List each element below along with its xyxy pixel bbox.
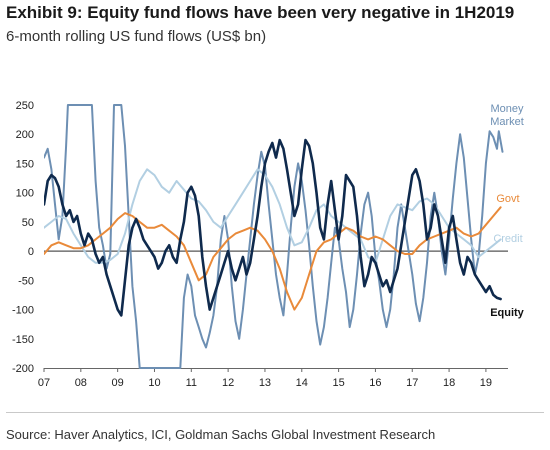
- x-tick-label: 18: [443, 377, 455, 389]
- x-tick-label: 10: [148, 377, 160, 389]
- series-label-line: Govt: [496, 193, 519, 205]
- series-label-govt: Govt: [496, 193, 519, 205]
- x-tick-label: 07: [38, 377, 50, 389]
- x-tick-label: 16: [369, 377, 381, 389]
- y-tick-label: 200: [16, 129, 34, 141]
- series-label-credit: Credit: [493, 233, 522, 245]
- x-tick-label: 08: [75, 377, 87, 389]
- x-tick-label: 17: [406, 377, 418, 389]
- x-tick-label: 13: [259, 377, 271, 389]
- series-labels: Money Market Credit Govt Equity: [490, 103, 524, 319]
- x-tick-label: 14: [296, 377, 308, 389]
- series-label-line: Equity: [490, 307, 524, 319]
- series-label-money-market: Money Market: [490, 103, 524, 128]
- series-label-line: Money: [490, 103, 524, 115]
- chart-subtitle: 6-month rolling US fund flows (US$ bn): [6, 28, 267, 45]
- series-label-line: Credit: [493, 233, 522, 245]
- y-tick-label: 50: [22, 217, 34, 229]
- y-tick-label: -50: [18, 275, 34, 287]
- chart-axes: -200 -150 -100 -50 0 50 100 150 200 250 07 08 09 10 11…: [12, 100, 508, 389]
- x-tick-label: 19: [480, 377, 492, 389]
- x-tick-label: 12: [222, 377, 234, 389]
- series-line-govt: [44, 206, 502, 311]
- series-layer: [44, 104, 504, 369]
- x-tick-label: 15: [332, 377, 344, 389]
- y-tick-label: -200: [12, 363, 34, 375]
- y-tick-label: 150: [16, 158, 34, 170]
- x-tick-label: 11: [186, 377, 197, 389]
- y-tick-label: 0: [28, 246, 34, 258]
- y-tick-label: 250: [16, 100, 34, 112]
- y-tick-label: -100: [12, 305, 34, 317]
- series-label-line: Market: [490, 116, 524, 128]
- series-line-credit: [44, 168, 502, 264]
- y-tick-label: -150: [12, 334, 34, 346]
- y-tick-label: 100: [16, 188, 34, 200]
- series-line-equity: [44, 138, 502, 317]
- chart-title: Exhibit 9: Equity fund flows have been v…: [6, 3, 515, 22]
- source-divider: [6, 412, 544, 413]
- series-label-equity: Equity: [490, 307, 524, 319]
- source-note: Source: Haver Analytics, ICI, Goldman Sa…: [6, 427, 436, 442]
- x-tick-label: 09: [112, 377, 124, 389]
